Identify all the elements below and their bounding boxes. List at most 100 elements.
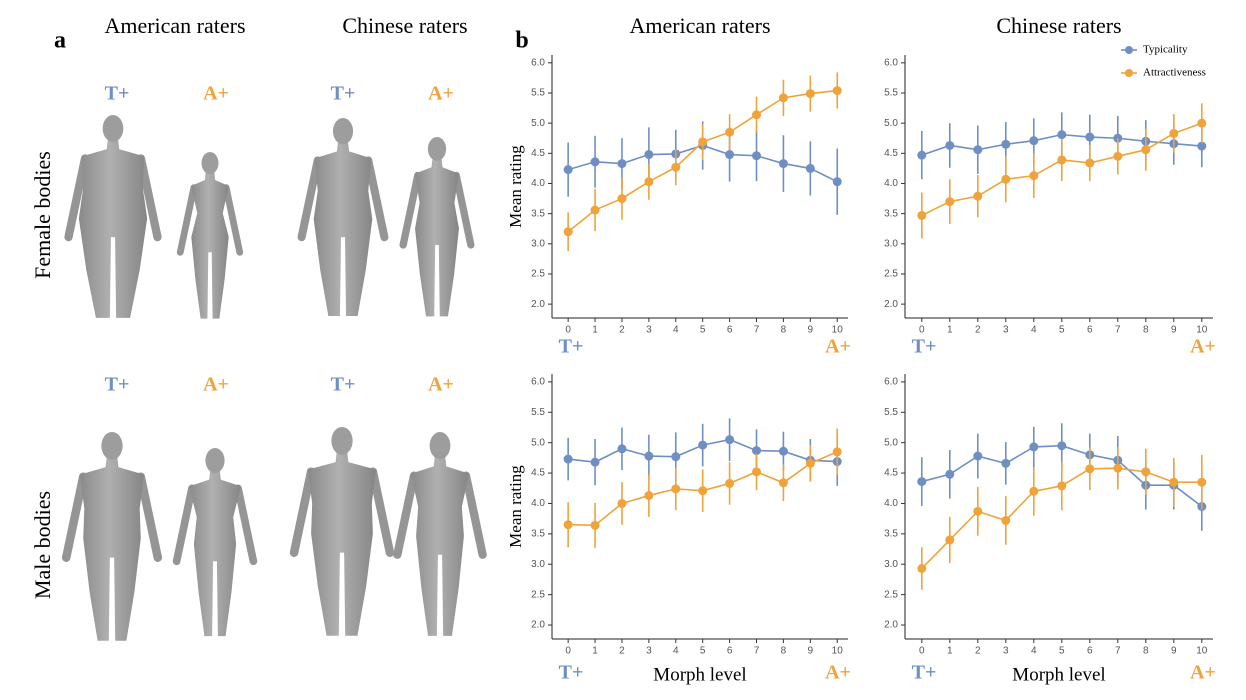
data-point [1197, 118, 1207, 128]
data-point [945, 535, 955, 545]
data-point [778, 478, 788, 488]
x-tick-label: 3 [1003, 325, 1009, 336]
data-point [590, 457, 600, 467]
head [332, 118, 354, 145]
x-tick-label: 0 [565, 646, 571, 657]
legend-label: Attractiveness [1143, 67, 1206, 79]
arm [176, 184, 198, 256]
end-label: A+ [1190, 662, 1216, 684]
data-point [1141, 145, 1151, 155]
data-point [945, 140, 955, 150]
data-point [752, 110, 762, 120]
y-tick-label: 5.5 [884, 88, 898, 99]
data-point [1113, 151, 1123, 161]
data-point [1029, 136, 1039, 146]
torso [415, 158, 459, 317]
y-tick-label: 3.0 [531, 559, 545, 570]
head [101, 432, 123, 460]
x-tick-label: 7 [1115, 325, 1121, 336]
data-point [945, 197, 955, 207]
y-tick-label: 2.5 [884, 269, 898, 280]
data-point [725, 435, 735, 445]
data-point [778, 159, 788, 169]
y-tick-label: 2.5 [531, 589, 545, 600]
torso [307, 452, 377, 636]
data-point [644, 451, 654, 461]
x-tick-label: 4 [673, 325, 679, 336]
y-tick-label: 4.0 [531, 178, 545, 189]
y-tick-label: 2.5 [531, 269, 545, 280]
x-tick-label: 2 [975, 646, 981, 657]
head [102, 115, 124, 142]
y-axis-label: Mean rating [506, 145, 525, 228]
arm [61, 472, 88, 562]
data-point [917, 150, 927, 160]
arm [289, 467, 316, 557]
panel-label: b [515, 28, 528, 54]
data-point [617, 444, 627, 454]
data-point [563, 520, 573, 530]
y-tick-label: 5.5 [531, 407, 545, 418]
x-tick-label: 6 [1087, 646, 1093, 657]
y-tick-label: 6.0 [884, 57, 898, 68]
data-point [1001, 458, 1011, 468]
y-tick-label: 3.0 [884, 559, 898, 570]
data-point [917, 210, 927, 220]
data-point [917, 477, 927, 487]
y-tick-label: 3.0 [884, 238, 898, 249]
x-tick-label: 2 [619, 646, 625, 657]
data-point [617, 498, 627, 508]
x-tick-label: 0 [919, 646, 925, 657]
x-tick-label: 3 [1003, 646, 1009, 657]
data-point [1085, 158, 1095, 168]
data-point [671, 452, 681, 462]
data-point [1001, 139, 1011, 149]
body [176, 152, 244, 319]
body-images [61, 115, 487, 641]
data-point [1029, 171, 1039, 181]
y-tick-label: 5.0 [884, 118, 898, 129]
body [289, 427, 395, 636]
x-tick-label: 10 [1196, 646, 1208, 657]
arm [368, 467, 395, 557]
body [172, 448, 258, 637]
arm [364, 156, 389, 242]
y-tick-label: 4.5 [884, 148, 898, 159]
x-tick-label: 6 [1087, 325, 1093, 336]
y-tick-label: 4.0 [531, 498, 545, 509]
torso [410, 456, 470, 636]
x-tick-label: 5 [700, 325, 706, 336]
arm [172, 484, 196, 566]
arm [234, 484, 258, 566]
y-tick-label: 4.5 [531, 468, 545, 479]
data-point [973, 506, 983, 516]
x-axis-label: Morph level [653, 664, 746, 685]
condition-tag: T+ [331, 374, 356, 396]
x-tick-label: 8 [1143, 325, 1149, 336]
y-tick-label: 3.5 [884, 208, 898, 219]
data-point [671, 162, 681, 172]
legend-marker [1125, 69, 1133, 77]
x-tick-label: 10 [832, 325, 844, 336]
data-point [725, 127, 735, 137]
x-tick-label: 3 [646, 325, 652, 336]
data-point [644, 150, 654, 160]
y-tick-label: 4.5 [884, 468, 898, 479]
data-point [945, 469, 955, 479]
body [393, 432, 487, 636]
data-point [1057, 481, 1067, 491]
data-point [752, 446, 762, 456]
data-point [1197, 477, 1207, 487]
data-point [698, 137, 708, 147]
column-title: Chinese raters [342, 13, 467, 38]
x-tick-label: 10 [1196, 325, 1208, 336]
end-label: T+ [912, 662, 937, 684]
end-label: A+ [1190, 336, 1216, 358]
data-point [698, 440, 708, 450]
data-point [1197, 141, 1207, 151]
y-tick-label: 3.5 [884, 528, 898, 539]
x-tick-label: 2 [619, 325, 625, 336]
body [64, 115, 162, 318]
data-point [644, 491, 654, 501]
x-tick-label: 0 [565, 325, 571, 336]
